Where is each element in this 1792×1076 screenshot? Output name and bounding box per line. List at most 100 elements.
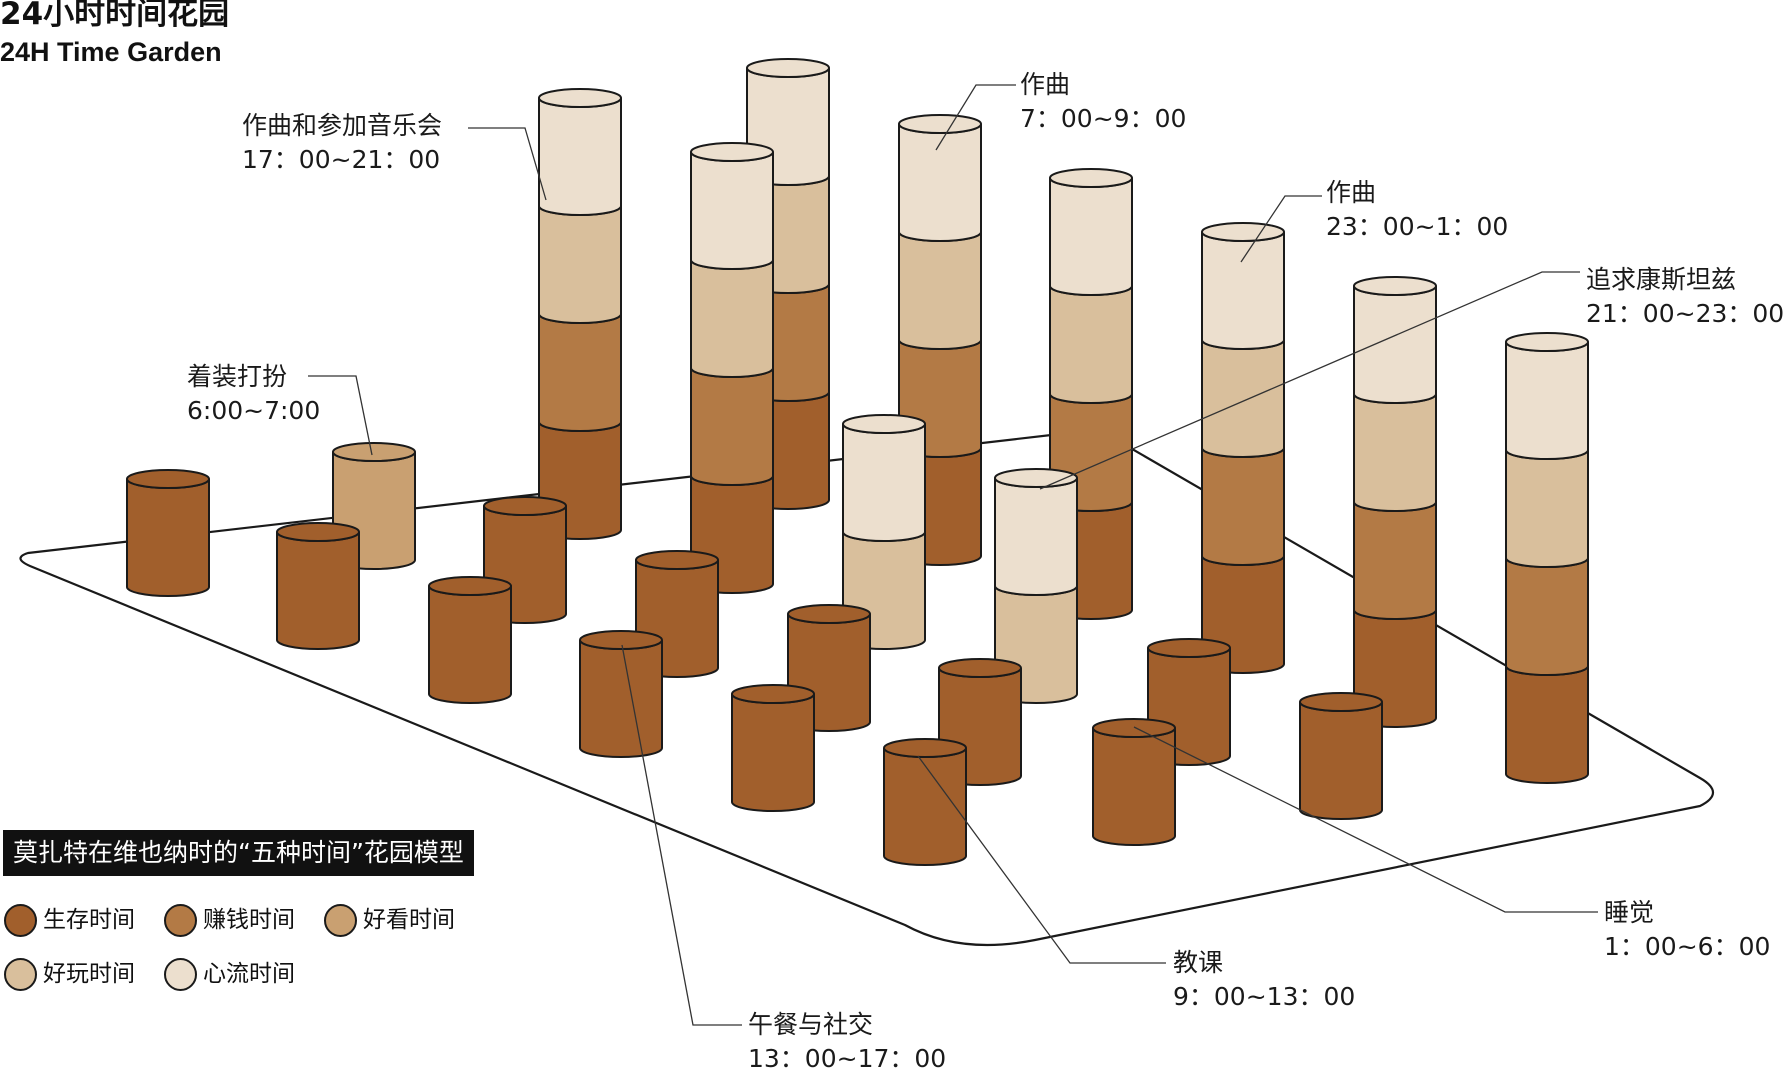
callout-dressing: 着装打扮 6:00~7:00 [187,360,320,428]
callout-activity: 着装打扮 [187,362,288,391]
cylinder-segment-flow [1201,231,1285,350]
legend-item-earning: 赚钱时间 [164,902,295,938]
cylinder-segment-flow [994,477,1078,596]
callout-time: 9：00~13：00 [1173,982,1356,1011]
cylinder [538,88,622,540]
cylinder-segment-fun [1353,393,1437,512]
callout-compose-concert: 作曲和参加音乐会 17：00~21：00 [242,109,442,177]
leader-line [468,127,547,201]
cylinder-segment-survival [579,639,663,758]
cylinder-top [428,576,512,596]
cylinder-segment-flow [538,97,622,216]
cylinder-segment-survival [1092,727,1176,846]
cylinder [1092,718,1176,846]
cylinder-top [787,604,871,624]
cylinder-segment-flow [842,423,926,542]
cylinder-top [538,88,622,108]
cylinder-segment-flow [1505,341,1589,460]
legend-item-survival: 生存时间 [4,902,135,938]
legend-label: 心流时间 [203,961,295,987]
legend-label: 好看时间 [363,907,455,933]
cylinder-top [1299,692,1383,712]
cylinder-top [690,142,774,162]
callout-sleep: 睡觉 1：00~6：00 [1604,896,1770,964]
cylinder-segment-survival [276,531,360,650]
cylinder-top [483,496,567,516]
cylinder [1353,276,1437,728]
cylinder-segment-flow [1353,285,1437,404]
cylinder-segment-earning [538,313,622,432]
cylinder [994,468,1078,704]
cylinder-top [746,58,830,78]
cylinder-top [1505,332,1589,352]
legend-swatch-fun [4,957,37,991]
cylinder [883,738,967,866]
cylinder-segment-earning [1201,447,1285,566]
callout-compose-night: 作曲 23：00~1：00 [1326,176,1508,244]
cylinder-top [1049,168,1133,188]
callout-activity: 午餐与社交 [748,1010,874,1039]
legend-swatch-looking-good [324,903,357,937]
cylinder [579,630,663,758]
legend-item-flow: 心流时间 [164,956,295,992]
cylinder [1299,692,1383,820]
callout-activity: 教课 [1173,948,1224,977]
callout-time: 23：00~1：00 [1326,212,1509,241]
cylinder-segment-survival [731,693,815,812]
callout-courting: 追求康斯坦兹 21：00~23：00 [1586,263,1784,331]
callout-time: 17：00~21：00 [242,145,441,174]
legend-swatch-earning [164,903,197,937]
cylinder-segment-earning [1505,557,1589,676]
leader-line [1133,726,1598,913]
cylinder-segment-survival [428,585,512,704]
cylinder-segment-fun [898,231,982,350]
legend-label: 生存时间 [43,907,135,933]
title-english: 24H Time Garden [0,37,222,67]
cylinder-top [842,414,926,434]
leader-line [1039,271,1580,490]
cylinder-top [938,658,1022,678]
model-label: 莫扎特在维也纳时的“五种时间”花园模型 [3,830,474,876]
cylinder-top [1201,222,1285,242]
callout-time: 7：00~9：00 [1020,104,1187,133]
callout-activity: 追求康斯坦兹 [1586,265,1737,294]
title-chinese: 24小时时间花园 [0,0,230,32]
cylinder-top [332,442,416,462]
cylinder [428,576,512,704]
cylinder-segment-earning [690,367,774,486]
cylinder-top [1353,276,1437,296]
cylinder-segment-fun [538,205,622,324]
callout-activity: 作曲 [1326,178,1377,207]
cylinder-segment-flow [898,123,982,242]
cylinder-top [276,522,360,542]
callout-activity: 睡觉 [1604,898,1655,927]
leader-line [935,84,1016,151]
callout-time: 13：00~17：00 [748,1044,947,1073]
cylinder [731,684,815,812]
callout-time: 6:00~7:00 [187,396,321,425]
legend-swatch-flow [164,957,197,991]
cylinder-segment-fun [1201,339,1285,458]
callout-compose-morning: 作曲 7：00~9：00 [1020,68,1186,136]
callout-lunch-social: 午餐与社交 13：00~17：00 [748,1008,946,1076]
cylinder-top [579,630,663,650]
cylinder [1201,222,1285,674]
legend-item-looking-good: 好看时间 [324,902,455,938]
cylinder-top [898,114,982,134]
cylinder-segment-survival [126,478,210,597]
cylinder-segment-survival [1505,665,1589,784]
cylinder-top [635,550,719,570]
cylinder [690,142,774,594]
cylinder-segment-flow [1049,177,1133,296]
cylinder-top [883,738,967,758]
cylinder-top [126,469,210,489]
cylinder-segment-fun [690,259,774,378]
cylinder-segment-fun [1505,449,1589,568]
leader-line [917,755,1166,964]
callout-time: 1：00~6：00 [1604,932,1771,961]
cylinder [126,469,210,597]
cylinder [1505,332,1589,784]
legend-item-fun: 好玩时间 [4,956,135,992]
cylinder-top [1092,718,1176,738]
